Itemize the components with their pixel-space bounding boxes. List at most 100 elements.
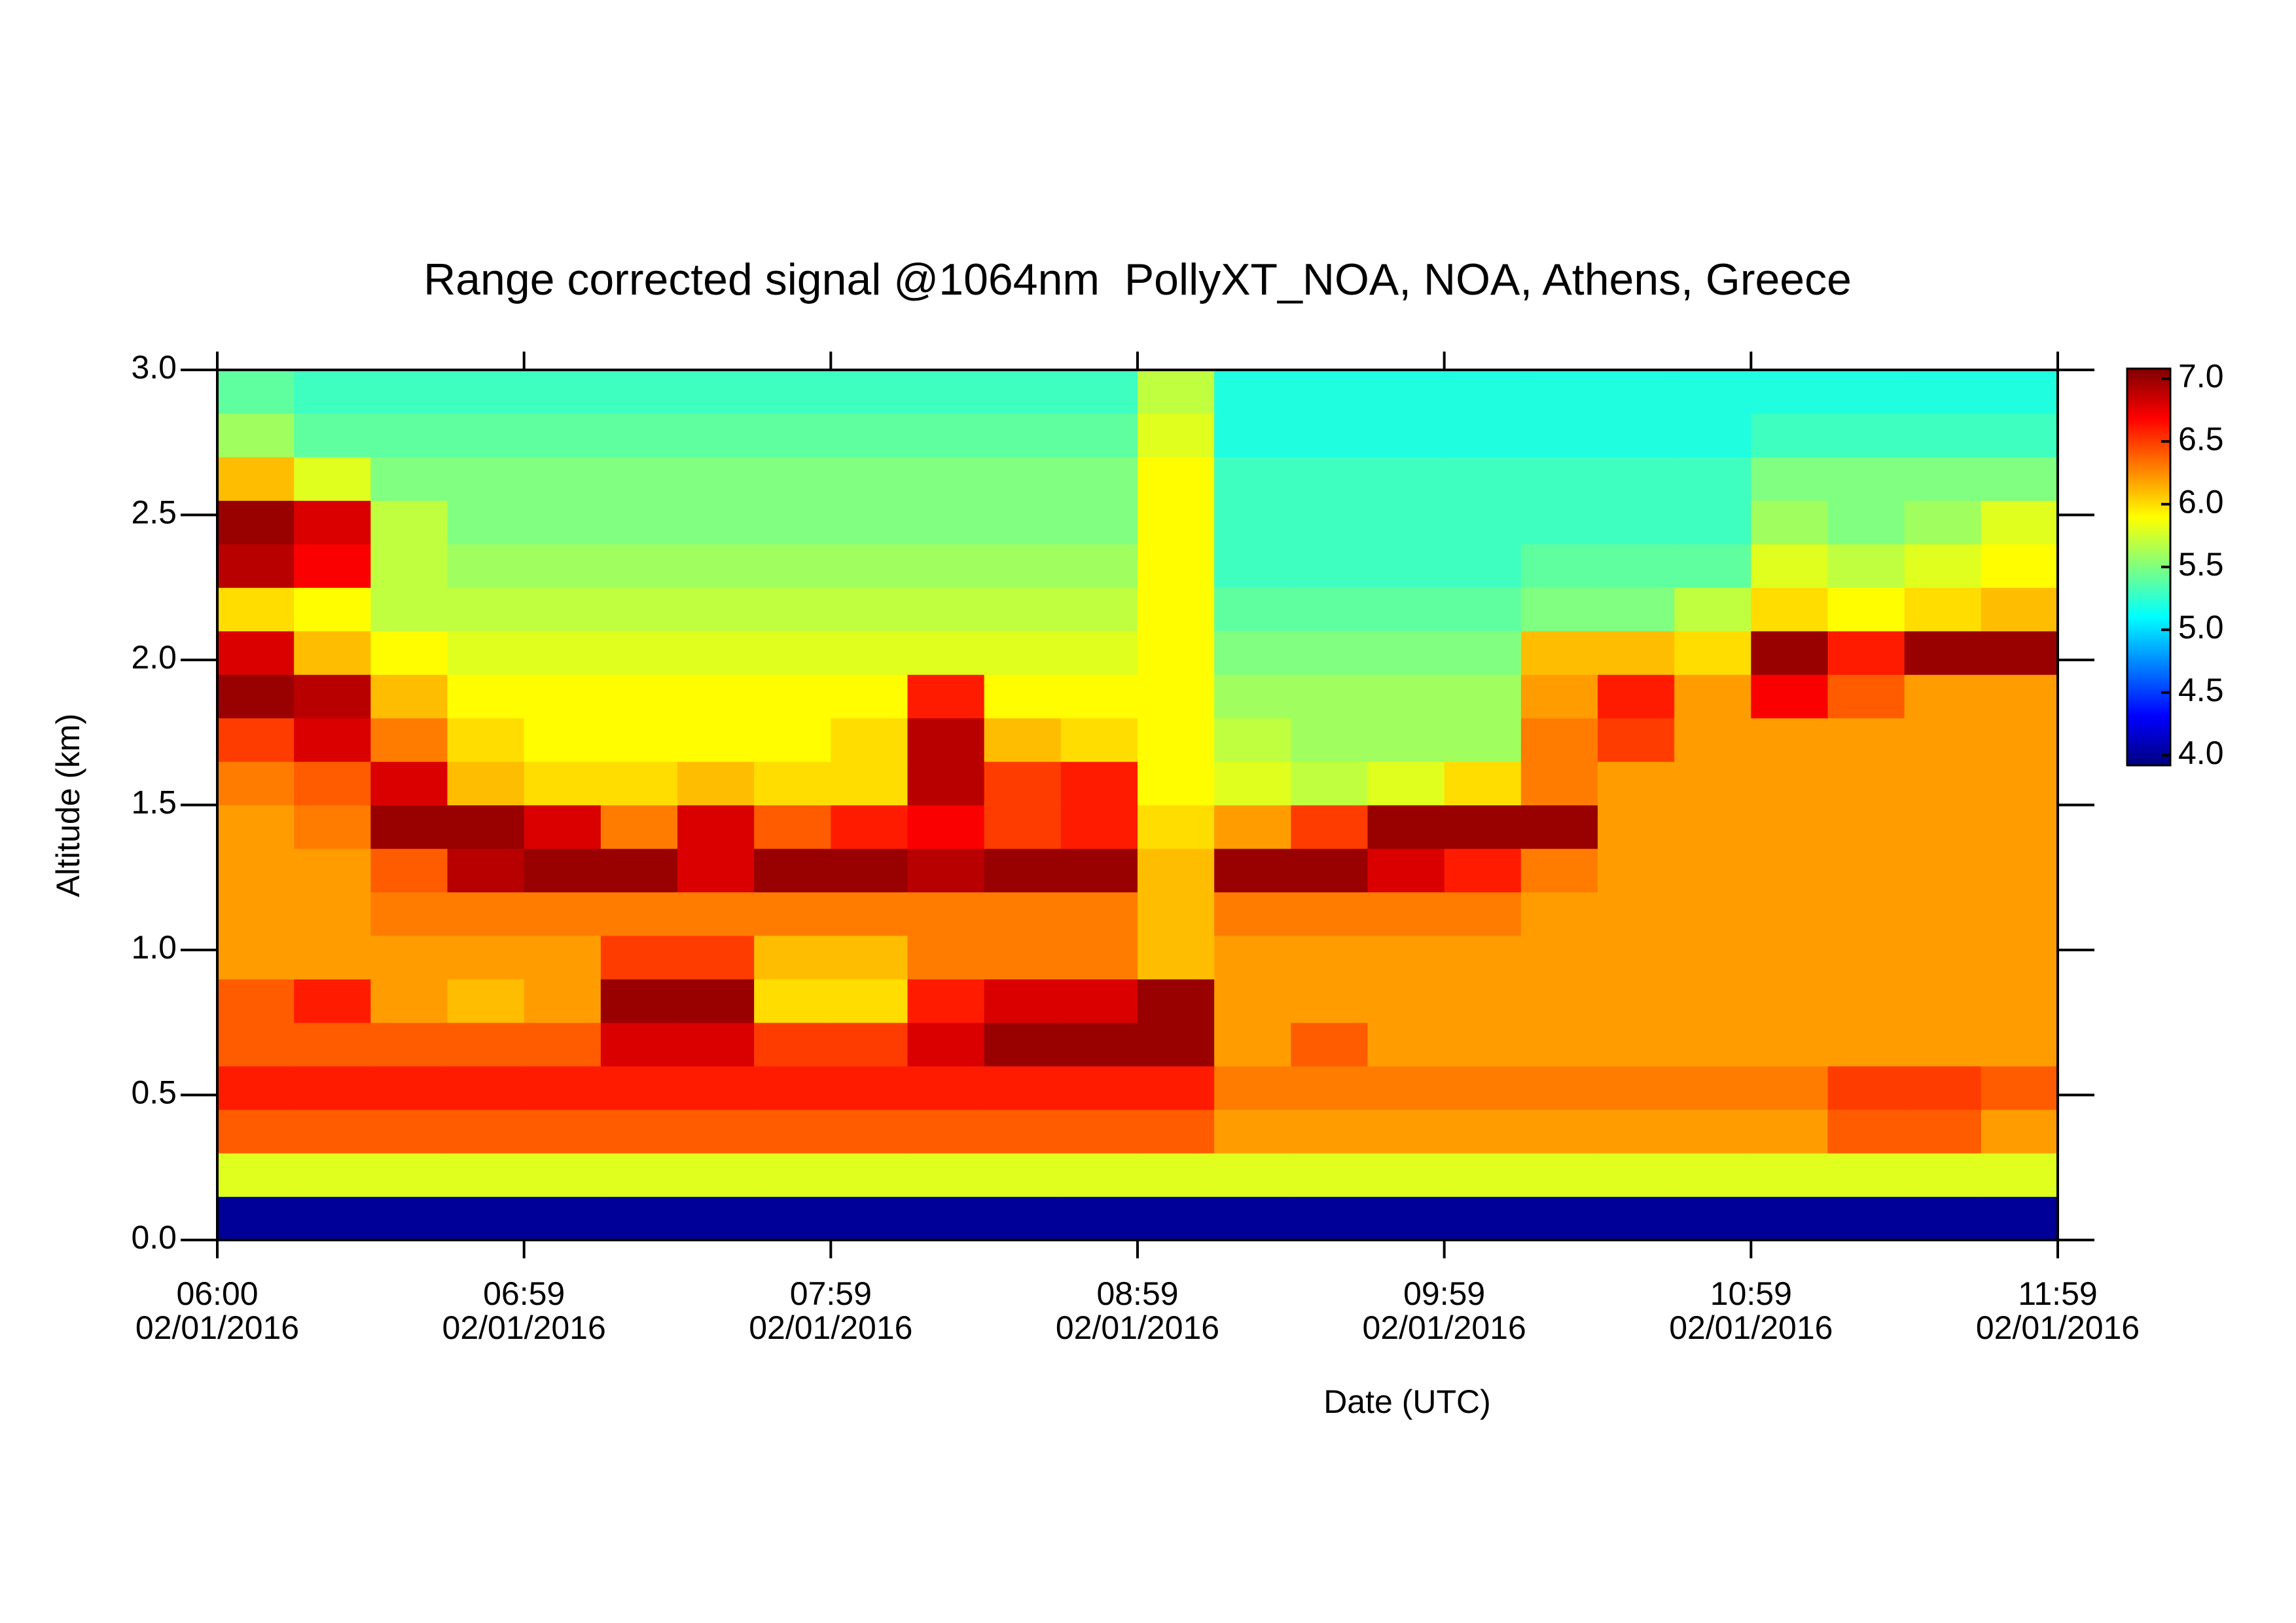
heatmap-cell bbox=[1904, 500, 1982, 545]
heatmap-cell bbox=[1827, 935, 1905, 979]
heatmap-cell bbox=[1751, 413, 1829, 458]
heatmap-cell bbox=[1060, 805, 1138, 849]
heatmap-cell bbox=[1827, 456, 1905, 501]
heatmap-cell bbox=[1904, 543, 1982, 588]
heatmap-cell bbox=[907, 413, 985, 458]
heatmap-cell bbox=[984, 1109, 1062, 1154]
heatmap-cell bbox=[217, 1196, 295, 1241]
heatmap-cell bbox=[1827, 500, 1905, 545]
heatmap-cell bbox=[1598, 1022, 1675, 1067]
heatmap-cell bbox=[294, 500, 371, 545]
heatmap-cell bbox=[1598, 805, 1675, 849]
heatmap-cell bbox=[447, 935, 525, 979]
heatmap-cell bbox=[1291, 674, 1369, 719]
heatmap-cell bbox=[1598, 630, 1675, 675]
heatmap-cell bbox=[294, 805, 371, 849]
heatmap-cell bbox=[1214, 1066, 1291, 1110]
heatmap-cell bbox=[831, 935, 908, 979]
heatmap-cell bbox=[677, 587, 755, 632]
heatmap-cell bbox=[294, 761, 371, 806]
heatmap-cell bbox=[1674, 761, 1751, 806]
heatmap-cell bbox=[1214, 1109, 1291, 1154]
heatmap-cell bbox=[1138, 805, 1215, 849]
heatmap-cell bbox=[1138, 587, 1215, 632]
heatmap-cell bbox=[1291, 1153, 1369, 1197]
heatmap-cell bbox=[217, 718, 295, 762]
heatmap-cell bbox=[754, 935, 831, 979]
heatmap-cell bbox=[1674, 979, 1751, 1023]
heatmap-cell bbox=[1598, 500, 1675, 545]
heatmap-cell bbox=[600, 674, 678, 719]
heatmap-cell bbox=[217, 587, 295, 632]
heatmap-cell bbox=[1981, 630, 2058, 675]
colorbar-tick-label: 5.5 bbox=[2178, 546, 2224, 583]
heatmap-cell bbox=[1520, 805, 1598, 849]
heatmap-cell bbox=[1904, 979, 1982, 1023]
heatmap-cell bbox=[600, 1153, 678, 1197]
heatmap-cell bbox=[907, 1066, 985, 1110]
heatmap-cell bbox=[1520, 674, 1598, 719]
heatmap-cell bbox=[1751, 587, 1829, 632]
heatmap-cell bbox=[1138, 1153, 1215, 1197]
heatmap-cell bbox=[600, 848, 678, 892]
heatmap-cell bbox=[907, 1153, 985, 1197]
heatmap-cell bbox=[1367, 718, 1445, 762]
heatmap-cell bbox=[1367, 1066, 1445, 1110]
heatmap-cell bbox=[1520, 979, 1598, 1023]
heatmap-cell bbox=[1214, 892, 1291, 936]
heatmap-cell bbox=[1827, 543, 1905, 588]
y-tick-label: 3.0 bbox=[131, 349, 177, 386]
heatmap-cell bbox=[1520, 892, 1598, 936]
heatmap-cell bbox=[677, 370, 755, 414]
heatmap-cell bbox=[1598, 587, 1675, 632]
heatmap-cell bbox=[907, 805, 985, 849]
heatmap-cell bbox=[294, 370, 371, 414]
heatmap-cell bbox=[754, 674, 831, 719]
heatmap-cell bbox=[1598, 1153, 1675, 1197]
heatmap-cell bbox=[1598, 1196, 1675, 1241]
heatmap-cell bbox=[677, 1196, 755, 1241]
heatmap-cell bbox=[984, 892, 1062, 936]
heatmap-cell bbox=[831, 630, 908, 675]
heatmap-cell bbox=[600, 413, 678, 458]
heatmap-cell bbox=[1444, 848, 1522, 892]
heatmap-cell bbox=[1291, 370, 1369, 414]
heatmap-cell bbox=[1444, 1196, 1522, 1241]
heatmap-cell bbox=[907, 1196, 985, 1241]
heatmap-cell bbox=[1674, 1066, 1751, 1110]
heatmap-cell bbox=[984, 500, 1062, 545]
heatmap-cell bbox=[1904, 1066, 1982, 1110]
y-tick-label: 2.5 bbox=[131, 494, 177, 531]
heatmap-cell bbox=[1674, 805, 1751, 849]
heatmap-cell bbox=[294, 630, 371, 675]
heatmap-cell bbox=[1367, 935, 1445, 979]
heatmap-cell bbox=[1981, 805, 2058, 849]
colorbar-tick-label: 7.0 bbox=[2178, 358, 2224, 395]
heatmap-cell bbox=[984, 370, 1062, 414]
heatmap-cell bbox=[1827, 979, 1905, 1023]
x-tick-label: 08:59 bbox=[1096, 1275, 1178, 1312]
heatmap-cell bbox=[1367, 674, 1445, 719]
heatmap-cell bbox=[447, 1066, 525, 1110]
heatmap-cell bbox=[370, 935, 448, 979]
heatmap-cell bbox=[1751, 848, 1829, 892]
heatmap-cell bbox=[677, 1109, 755, 1154]
heatmap-cell bbox=[524, 1196, 601, 1241]
heatmap-cell bbox=[1367, 761, 1445, 806]
heatmap-cell bbox=[1444, 413, 1522, 458]
heatmap-cell bbox=[1904, 456, 1982, 501]
heatmap-cell bbox=[831, 500, 908, 545]
heatmap-cell bbox=[1060, 587, 1138, 632]
heatmap-cell bbox=[447, 500, 525, 545]
heatmap-cell bbox=[370, 1153, 448, 1197]
heatmap-cell bbox=[1444, 805, 1522, 849]
heatmap-cell bbox=[294, 718, 371, 762]
heatmap-cell bbox=[447, 848, 525, 892]
heatmap-cell bbox=[524, 413, 601, 458]
heatmap-cell bbox=[370, 456, 448, 501]
heatmap-cell bbox=[1214, 674, 1291, 719]
heatmap-cell bbox=[1214, 805, 1291, 849]
heatmap-cell bbox=[1674, 500, 1751, 545]
heatmap-cell bbox=[831, 587, 908, 632]
x-tick-date: 02/01/2016 bbox=[749, 1309, 912, 1346]
